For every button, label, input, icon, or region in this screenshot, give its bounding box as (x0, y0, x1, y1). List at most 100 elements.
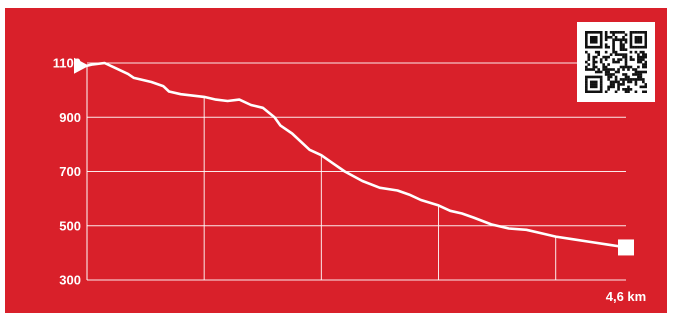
qr-module (644, 55, 647, 59)
qr-module (585, 43, 588, 47)
qr-module (607, 35, 610, 39)
qr-module (639, 55, 643, 59)
qr-module (644, 90, 647, 93)
qr-module (629, 88, 633, 91)
qr-module (642, 58, 645, 61)
qr-module (642, 50, 645, 54)
qr-module (637, 55, 640, 59)
qr-module (629, 78, 633, 81)
qr-module (614, 53, 618, 56)
qr-module (589, 80, 593, 84)
qr-module (639, 38, 643, 42)
qr-module (604, 50, 608, 54)
qr-module (607, 63, 610, 66)
start-marker (74, 57, 89, 74)
qr-module (612, 80, 615, 84)
qr-module (612, 68, 615, 71)
qr-module (599, 38, 603, 42)
qr-module (614, 38, 618, 42)
qr-module (594, 90, 598, 93)
qr-module (599, 70, 603, 74)
qr-module (627, 65, 630, 69)
qr-module (612, 48, 615, 51)
qr-module (599, 83, 603, 86)
qr-module (585, 68, 588, 71)
qr-module (587, 63, 591, 66)
qr-module (629, 80, 633, 84)
qr-module (612, 50, 615, 54)
qr-module (639, 78, 643, 81)
qr-module (592, 80, 596, 84)
qr-module (639, 75, 643, 79)
qr-module (644, 60, 647, 64)
qr-module (607, 45, 610, 49)
qr-module (629, 31, 633, 34)
qr-module (624, 75, 628, 79)
qr-module (622, 68, 625, 71)
qr-module (594, 80, 598, 84)
qr-module (617, 80, 620, 84)
qr-module (619, 83, 623, 86)
qr-module (624, 33, 628, 37)
qr-module (599, 90, 603, 93)
qr-module (609, 85, 613, 89)
qr-module (627, 88, 630, 91)
qr-module (597, 68, 601, 71)
qr-module (622, 53, 625, 56)
qr-module (587, 53, 591, 56)
qr-module (609, 83, 613, 86)
elevation-chart: 1100 900 700 500 300 4,6 km (53, 56, 646, 305)
qr-module (585, 40, 588, 44)
qr-module (634, 35, 638, 39)
qr-module (622, 35, 625, 39)
qr-module (585, 78, 588, 81)
qr-code (577, 22, 655, 102)
qr-module (634, 90, 638, 93)
qr-module (637, 31, 640, 34)
qr-module (634, 70, 638, 74)
qr-module (639, 70, 643, 74)
qr-module (639, 60, 643, 64)
qr-module (637, 53, 640, 56)
qr-module (604, 68, 608, 71)
qr-module (627, 80, 630, 84)
qr-module (634, 31, 638, 34)
gridlines (86, 62, 626, 281)
qr-module (639, 40, 643, 44)
qr-module (632, 78, 635, 81)
qr-module (624, 53, 628, 56)
qr-module (587, 75, 591, 79)
qr-module (599, 35, 603, 39)
y-tick-label: 1100 (53, 56, 81, 71)
qr-module (612, 33, 615, 37)
qr-module (585, 45, 588, 49)
qr-module (644, 85, 647, 89)
qr-module (609, 75, 613, 79)
qr-module (619, 53, 623, 56)
qr-module (617, 70, 620, 74)
qr-module (594, 85, 598, 89)
qr-module (614, 90, 618, 93)
elevation-area (85, 61, 628, 249)
qr-module (589, 68, 593, 71)
qr-module (597, 45, 601, 49)
qr-module (585, 85, 588, 89)
qr-module (617, 68, 620, 71)
qr-module (609, 68, 613, 71)
qr-module (589, 75, 593, 79)
qr-module (629, 50, 633, 54)
qr-module (597, 50, 601, 54)
qr-module (619, 43, 623, 47)
qr-module (624, 88, 628, 91)
qr-module (622, 31, 625, 34)
qr-module (607, 78, 610, 81)
qr-module (604, 45, 608, 49)
qr-module (592, 40, 596, 44)
qr-module (629, 33, 633, 37)
qr-module (622, 83, 625, 86)
qr-module (642, 70, 645, 74)
qr-module (604, 65, 608, 69)
qr-module (629, 45, 633, 49)
qr-module (607, 88, 610, 91)
qr-module (617, 60, 620, 64)
